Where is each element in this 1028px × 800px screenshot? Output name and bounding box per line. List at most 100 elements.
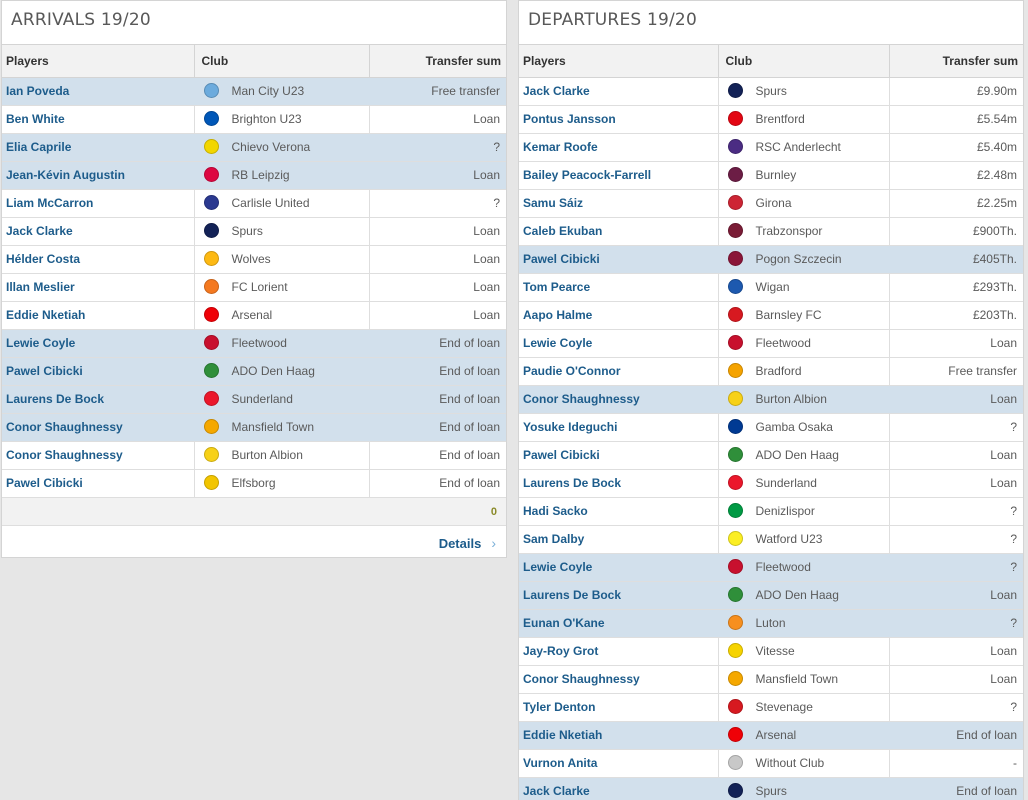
club-cell[interactable]: Burnley bbox=[717, 161, 889, 190]
player-link[interactable]: Pawel Cibicki bbox=[2, 357, 194, 386]
club-cell[interactable]: Elfsborg bbox=[193, 469, 369, 498]
club-crest-icon[interactable] bbox=[727, 446, 743, 462]
player-link[interactable]: Pontus Jansson bbox=[519, 105, 718, 134]
club-cell[interactable]: Pogon Szczecin bbox=[717, 245, 889, 274]
club-crest-icon[interactable] bbox=[727, 110, 743, 126]
club-crest-icon[interactable] bbox=[727, 390, 743, 406]
club-link[interactable]: Sunderland bbox=[755, 476, 817, 491]
player-link[interactable]: Laurens De Bock bbox=[519, 581, 718, 610]
club-link[interactable]: Wolves bbox=[231, 252, 271, 267]
club-link[interactable]: Stevenage bbox=[755, 700, 813, 715]
player-link[interactable]: Samu Sáiz bbox=[519, 189, 718, 218]
player-link[interactable]: Jack Clarke bbox=[519, 777, 718, 800]
club-cell[interactable]: Without Club bbox=[717, 749, 889, 778]
club-cell[interactable]: FC Lorient bbox=[193, 273, 369, 302]
column-header-club[interactable]: Club bbox=[193, 45, 369, 78]
club-crest-icon[interactable] bbox=[727, 614, 743, 630]
club-crest-icon[interactable] bbox=[727, 586, 743, 602]
club-link[interactable]: Spurs bbox=[231, 224, 263, 239]
club-crest-icon[interactable] bbox=[727, 222, 743, 238]
club-link[interactable]: Spurs bbox=[755, 784, 787, 799]
club-cell[interactable]: Watford U23 bbox=[717, 525, 889, 554]
player-link[interactable]: Conor Shaughnessy bbox=[519, 385, 718, 414]
club-cell[interactable]: Arsenal bbox=[717, 721, 889, 750]
player-link[interactable]: Jack Clarke bbox=[519, 77, 718, 106]
player-link[interactable]: Pawel Cibicki bbox=[519, 245, 718, 274]
club-crest-icon[interactable] bbox=[727, 194, 743, 210]
club-crest-icon[interactable] bbox=[203, 222, 219, 238]
club-crest-icon[interactable] bbox=[727, 418, 743, 434]
player-link[interactable]: Pawel Cibicki bbox=[519, 441, 718, 470]
club-link[interactable]: Elfsborg bbox=[231, 476, 276, 491]
club-crest-icon[interactable] bbox=[727, 474, 743, 490]
club-link[interactable]: Arsenal bbox=[231, 308, 273, 323]
player-link[interactable]: Vurnon Anita bbox=[519, 749, 718, 778]
club-link[interactable]: Brentford bbox=[755, 112, 805, 127]
club-crest-icon[interactable] bbox=[727, 698, 743, 714]
details-link[interactable]: Details › bbox=[2, 526, 506, 560]
club-link[interactable]: Burton Albion bbox=[755, 392, 827, 407]
club-cell[interactable]: Luton bbox=[717, 609, 889, 638]
club-crest-icon[interactable] bbox=[203, 278, 219, 294]
player-link[interactable]: Ian Poveda bbox=[2, 77, 194, 106]
club-link[interactable]: Chievo Verona bbox=[231, 140, 311, 155]
club-crest-icon[interactable] bbox=[727, 334, 743, 350]
player-link[interactable]: Aapo Halme bbox=[519, 301, 718, 330]
club-cell[interactable]: Girona bbox=[717, 189, 889, 218]
club-crest-icon[interactable] bbox=[727, 558, 743, 574]
club-link[interactable]: Trabzonspor bbox=[755, 224, 823, 239]
player-link[interactable]: Eddie Nketiah bbox=[2, 301, 194, 330]
club-crest-icon[interactable] bbox=[727, 782, 743, 798]
club-cell[interactable]: Spurs bbox=[717, 77, 889, 106]
club-link[interactable]: Luton bbox=[755, 616, 786, 631]
club-crest-icon[interactable] bbox=[727, 82, 743, 98]
club-link[interactable]: Without Club bbox=[755, 756, 825, 771]
column-header-players[interactable]: Players bbox=[2, 45, 194, 78]
club-link[interactable]: ADO Den Haag bbox=[755, 588, 839, 603]
club-link[interactable]: FC Lorient bbox=[231, 280, 288, 295]
club-cell[interactable]: ADO Den Haag bbox=[717, 581, 889, 610]
player-link[interactable]: Eddie Nketiah bbox=[519, 721, 718, 750]
club-cell[interactable]: Fleetwood bbox=[717, 329, 889, 358]
club-cell[interactable]: Fleetwood bbox=[717, 553, 889, 582]
player-link[interactable]: Lewie Coyle bbox=[519, 329, 718, 358]
club-link[interactable]: Man City U23 bbox=[231, 84, 305, 99]
player-link[interactable]: Lewie Coyle bbox=[519, 553, 718, 582]
club-link[interactable]: RB Leipzig bbox=[231, 168, 290, 183]
club-link[interactable]: ADO Den Haag bbox=[755, 448, 839, 463]
club-link[interactable]: Wigan bbox=[755, 280, 790, 295]
club-cell[interactable]: Stevenage bbox=[717, 693, 889, 722]
player-link[interactable]: Illan Meslier bbox=[2, 273, 194, 302]
player-link[interactable]: Conor Shaughnessy bbox=[2, 441, 194, 470]
club-cell[interactable]: Arsenal bbox=[193, 301, 369, 330]
club-crest-icon[interactable] bbox=[203, 362, 219, 378]
club-crest-icon[interactable] bbox=[203, 166, 219, 182]
club-cell[interactable]: Mansfield Town bbox=[717, 665, 889, 694]
column-header-transfer-sum[interactable]: Transfer sum bbox=[888, 45, 1023, 78]
club-link[interactable]: Burnley bbox=[755, 168, 797, 183]
club-cell[interactable]: Chievo Verona bbox=[193, 133, 369, 162]
player-link[interactable]: Hélder Costa bbox=[2, 245, 194, 274]
player-link[interactable]: Jean-Kévin Augustin bbox=[2, 161, 194, 190]
club-crest-icon[interactable] bbox=[203, 446, 219, 462]
player-link[interactable]: Tyler Denton bbox=[519, 693, 718, 722]
club-link[interactable]: Sunderland bbox=[231, 392, 293, 407]
club-crest-icon[interactable] bbox=[203, 474, 219, 490]
player-link[interactable]: Kemar Roofe bbox=[519, 133, 718, 162]
club-cell[interactable]: Spurs bbox=[717, 777, 889, 800]
player-link[interactable]: Caleb Ekuban bbox=[519, 217, 718, 246]
player-link[interactable]: Yosuke Ideguchi bbox=[519, 413, 718, 442]
club-crest-icon[interactable] bbox=[727, 166, 743, 182]
player-link[interactable]: Paudie O'Connor bbox=[519, 357, 718, 386]
club-link[interactable]: Fleetwood bbox=[231, 336, 287, 351]
club-cell[interactable]: Vitesse bbox=[717, 637, 889, 666]
club-link[interactable]: Mansfield Town bbox=[755, 672, 839, 687]
club-link[interactable]: Mansfield Town bbox=[231, 420, 315, 435]
player-link[interactable]: Liam McCarron bbox=[2, 189, 194, 218]
player-link[interactable]: Conor Shaughnessy bbox=[519, 665, 718, 694]
player-link[interactable]: Sam Dalby bbox=[519, 525, 718, 554]
club-crest-icon[interactable] bbox=[727, 250, 743, 266]
club-link[interactable]: Brighton U23 bbox=[231, 112, 302, 127]
club-crest-icon[interactable] bbox=[727, 530, 743, 546]
club-link[interactable]: Vitesse bbox=[755, 644, 795, 659]
